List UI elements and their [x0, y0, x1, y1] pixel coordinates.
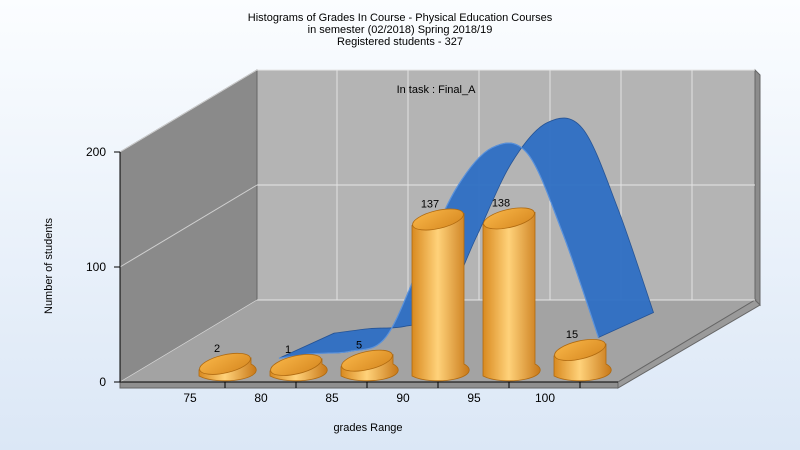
chart-title-line-2: in semester (02/2018) Spring 2018/19 — [307, 24, 493, 36]
chart-title-line-3: Registered students - 327 — [337, 36, 463, 48]
x-tick-label: 80 — [254, 391, 268, 405]
bar-cap — [341, 349, 393, 372]
x-tick-label: 100 — [535, 391, 555, 405]
y-tick-label: 0 — [99, 375, 106, 389]
grid-line-left — [119, 184, 258, 268]
x-tick-label: 75 — [183, 391, 197, 405]
data-label: 137 — [421, 198, 439, 210]
bars — [198, 207, 612, 382]
y-tick-label: 200 — [86, 145, 106, 159]
bar-cap — [199, 352, 251, 375]
bar-cap — [270, 353, 322, 376]
grid-line-left — [119, 69, 258, 153]
bar — [411, 212, 470, 382]
x-axis-label: grades Range — [333, 422, 402, 434]
bar — [482, 211, 541, 382]
data-label: 138 — [492, 197, 510, 209]
data-label: 5 — [356, 340, 362, 352]
floor-front-edge — [119, 381, 619, 389]
right-wall-edge — [754, 68, 761, 307]
y-tick-label: 100 — [86, 260, 106, 274]
x-tick-label: 85 — [325, 391, 339, 405]
data-label: 2 — [214, 343, 220, 355]
x-tick-label: 90 — [396, 391, 410, 405]
data-label: 15 — [566, 329, 578, 341]
x-tick-label: 95 — [467, 391, 481, 405]
grid-line-left — [119, 299, 258, 383]
bar-cap — [554, 339, 606, 361]
floor-right-edge — [617, 299, 761, 389]
y-axis-label: Number of students — [43, 218, 55, 314]
data-label: 1 — [285, 344, 291, 356]
axes: 0 100 200 75 80 85 90 95 100 — [86, 145, 618, 405]
annotation-text: In task : Final_A — [397, 84, 477, 96]
bar-cap — [412, 208, 464, 231]
bar-cap — [483, 207, 535, 230]
chart-title-line-1: Histograms of Grades In Course - Physica… — [247, 12, 553, 24]
